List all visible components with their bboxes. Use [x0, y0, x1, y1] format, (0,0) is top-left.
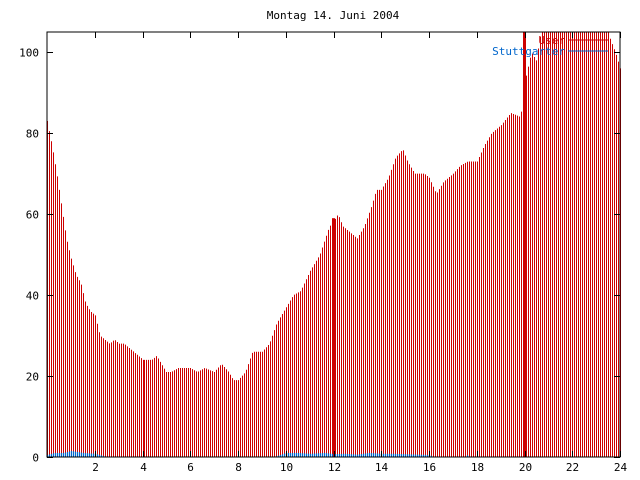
y-tick-label: 0 [32, 452, 39, 465]
x-tick-label: 8 [235, 461, 242, 474]
x-tick-label: 2 [92, 461, 99, 474]
stuttgarter-series-bars [46, 450, 471, 457]
x-tick-label: 4 [140, 461, 147, 474]
legend-label: User [539, 34, 566, 47]
legend-label: Stuttgarter [492, 45, 565, 58]
y-tick-label: 20 [26, 371, 39, 384]
x-tick-label: 10 [280, 461, 293, 474]
x-tick-label: 12 [328, 461, 341, 474]
y-tick-label: 80 [26, 128, 39, 141]
y-tick-label: 40 [26, 290, 39, 303]
x-tick-label: 22 [566, 461, 579, 474]
x-tick-label: 18 [471, 461, 484, 474]
highlight-bar [523, 32, 526, 457]
y-tick-label: 100 [19, 47, 39, 60]
highlight-bar [332, 218, 335, 457]
y-tick-label: 60 [26, 209, 39, 222]
user-series-bars [47, 32, 621, 457]
x-tick-label: 20 [519, 461, 532, 474]
plot-frame [46, 31, 621, 458]
x-tick-label: 24 [614, 461, 628, 474]
x-tick-label: 16 [423, 461, 436, 474]
chart-title: Montag 14. Juni 2004 [267, 9, 400, 22]
x-tick-label: 14 [375, 461, 389, 474]
x-tick-label: 6 [187, 461, 194, 474]
